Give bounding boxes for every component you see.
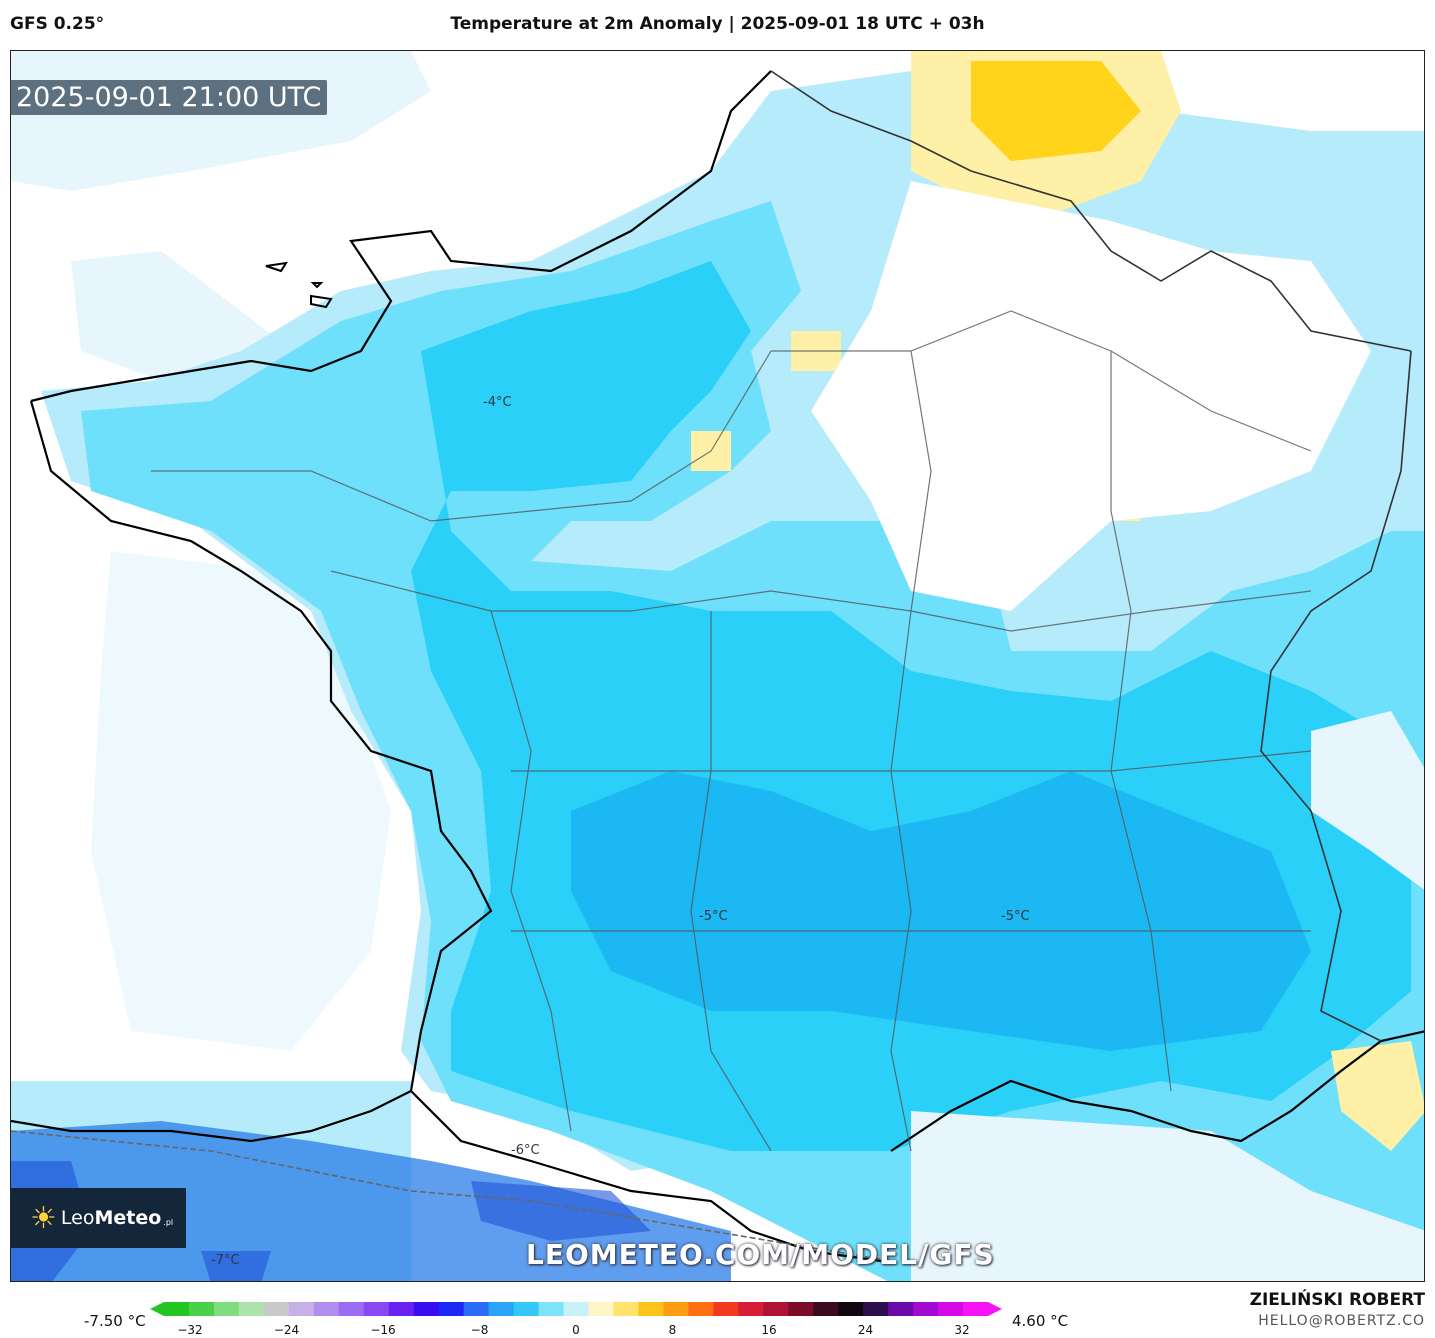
legend-max-value: 4.60 °C	[1012, 1312, 1069, 1330]
country-borders	[11, 70, 1412, 1262]
scale-swatch	[688, 1302, 714, 1316]
alps-pale-zone	[1311, 711, 1424, 890]
scale-swatch	[788, 1302, 814, 1316]
iso-label: -7°C	[211, 1253, 240, 1268]
scale-swatch	[563, 1302, 589, 1316]
iso-label: -4°C	[483, 395, 512, 410]
channel-islands	[265, 261, 333, 309]
scale-swatch	[638, 1302, 664, 1316]
anomaly-map	[11, 51, 1424, 1281]
scale-swatch	[238, 1302, 265, 1316]
scale-swatch	[463, 1302, 490, 1316]
scale-swatch	[663, 1302, 689, 1316]
scale-arrow-right	[988, 1302, 1002, 1316]
scale-swatch	[963, 1302, 989, 1316]
scale-swatch	[938, 1302, 964, 1316]
iso-label: -5°C	[1001, 909, 1030, 924]
scale-tick-label: 32	[954, 1323, 970, 1337]
scale-swatch	[413, 1302, 440, 1316]
scale-swatch	[164, 1302, 190, 1316]
scale-swatch	[538, 1302, 565, 1316]
logo-suffix: .pl	[163, 1217, 174, 1227]
scale-swatch	[513, 1302, 540, 1316]
scale-swatch	[888, 1302, 914, 1316]
scale-swatch	[363, 1302, 390, 1316]
scale-swatch	[313, 1302, 340, 1316]
logo-bold: Meteo	[94, 1207, 162, 1229]
scale-swatch	[713, 1302, 739, 1316]
legend-min-value: -7.50 °C	[84, 1312, 146, 1330]
scale-swatch	[813, 1302, 839, 1316]
region-borders	[151, 310, 1312, 1152]
scale-tick-label: 8	[668, 1323, 677, 1337]
source-watermark: LEOMETEO.COM/MODEL/GFS	[526, 1238, 995, 1271]
valid-time-badge: 2025-09-01 21:00 UTC	[10, 80, 328, 115]
logo-prefix: Leo	[60, 1207, 95, 1229]
scale-tick-label: −8	[470, 1323, 489, 1337]
scale-swatch	[438, 1302, 465, 1316]
benelux-warm-core	[971, 61, 1141, 161]
author-name: ZIELIŃSKI ROBERT	[1249, 1290, 1425, 1310]
scale-arrow-left	[150, 1302, 164, 1316]
mediterranean-pale-zone	[911, 1111, 1424, 1281]
scale-swatch	[488, 1302, 515, 1316]
scale-swatch	[338, 1302, 365, 1316]
scale-swatch	[213, 1302, 240, 1316]
pyrenees-darkest-zone	[11, 1161, 651, 1281]
iso-label: -6°C	[511, 1143, 540, 1158]
scale-swatch	[263, 1302, 290, 1316]
model-label: GFS 0.25°	[10, 14, 105, 34]
scale-swatch	[388, 1302, 415, 1316]
biscay-pale-zone	[91, 551, 391, 1051]
sun-icon: ☀	[30, 1200, 57, 1236]
chart-title: Temperature at 2m Anomaly | 2025-09-01 1…	[450, 14, 985, 34]
scale-swatch	[588, 1302, 614, 1316]
iso-label: -5°C	[699, 909, 728, 924]
corsica-warm-zone	[1331, 1041, 1424, 1151]
scale-swatch	[913, 1302, 939, 1316]
scale-swatch	[613, 1302, 639, 1316]
france-coastline	[11, 70, 1424, 1263]
scale-tick-label: 16	[761, 1323, 777, 1337]
scale-tick-label: −24	[273, 1323, 300, 1337]
scale-tick-label: 24	[857, 1323, 874, 1337]
color-scale-bar	[150, 1302, 1002, 1316]
leometeo-logo[interactable]: ☀ Leo Meteo .pl	[10, 1188, 186, 1248]
scale-tick-label: −16	[370, 1323, 396, 1337]
map-panel[interactable]: -4°C -5°C -5°C -6°C -7°C	[10, 50, 1425, 1282]
author-email[interactable]: HELLO@ROBERTZ.CO	[1258, 1313, 1425, 1329]
scale-swatch	[188, 1302, 215, 1316]
north-east-neutral-zone	[811, 181, 1371, 611]
scale-swatch	[763, 1302, 789, 1316]
scale-swatch	[288, 1302, 315, 1316]
scale-swatch	[863, 1302, 889, 1316]
scale-swatch	[838, 1302, 864, 1316]
central-deep-zone	[571, 771, 1311, 1051]
scale-swatch	[738, 1302, 764, 1316]
scale-tick-label: −32	[177, 1323, 203, 1337]
scale-tick-label: 0	[572, 1323, 580, 1337]
